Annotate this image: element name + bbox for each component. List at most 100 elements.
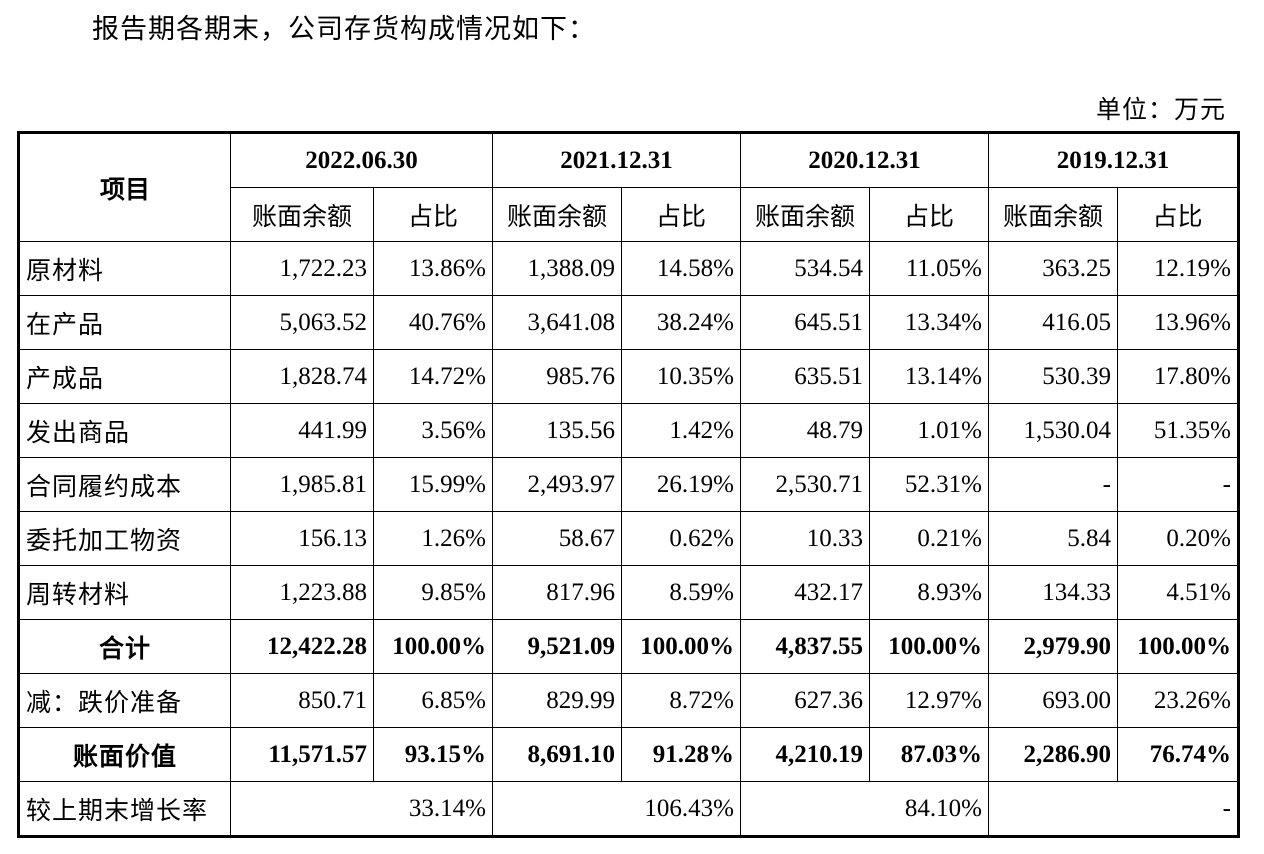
amount-cell: 850.71 — [230, 673, 374, 728]
amount-cell: 58.67 — [492, 511, 622, 566]
ratio-cell: 38.24% — [621, 295, 741, 350]
item-header: 项目 — [18, 132, 231, 242]
period-header: 2022.06.30 — [230, 132, 493, 188]
ratio-header: 占比 — [1117, 187, 1239, 242]
amount-cell: 48.79 — [740, 403, 870, 458]
ratio-cell: 14.72% — [373, 349, 493, 404]
table-row: 在产品 5,063.52 40.76% 3,641.08 38.24% 645.51 13.… — [18, 295, 1239, 350]
amount-cell: 693.00 — [988, 673, 1118, 728]
unit-label: 单位：万元 — [1095, 95, 1226, 124]
growth-value: 33.14% — [230, 781, 493, 837]
book-value-row: 账面价值 11,571.57 93.15% 8,691.10 91.28% 4,210.1… — [18, 727, 1239, 782]
amount-cell: 4,837.55 — [740, 619, 870, 674]
ratio-cell: 12.19% — [1117, 241, 1239, 296]
amount-cell: 645.51 — [740, 295, 870, 350]
amount-header: 账面余额 — [492, 187, 622, 242]
amount-cell: 1,388.09 — [492, 241, 622, 296]
row-label: 合同履约成本 — [18, 457, 231, 512]
row-label: 合计 — [18, 619, 231, 674]
amount-cell: 3,641.08 — [492, 295, 622, 350]
row-label: 委托加工物资 — [18, 511, 231, 566]
amount-cell: 5,063.52 — [230, 295, 374, 350]
row-label: 发出商品 — [18, 403, 231, 458]
amount-cell: 432.17 — [740, 565, 870, 620]
amount-cell: 627.36 — [740, 673, 870, 728]
ratio-cell: 91.28% — [621, 727, 741, 782]
amount-cell: - — [988, 457, 1118, 512]
ratio-cell: 8.59% — [621, 565, 741, 620]
amount-cell: 5.84 — [988, 511, 1118, 566]
amount-cell: 1,722.23 — [230, 241, 374, 296]
ratio-cell: 8.93% — [869, 565, 989, 620]
ratio-cell: 15.99% — [373, 457, 493, 512]
amount-cell: 2,286.90 — [988, 727, 1118, 782]
amount-cell: 2,979.90 — [988, 619, 1118, 674]
amount-cell: 817.96 — [492, 565, 622, 620]
ratio-cell: 6.85% — [373, 673, 493, 728]
table-row: 周转材料 1,223.88 9.85% 817.96 8.59% 432.17 8.93% 1… — [18, 565, 1239, 620]
ratio-cell: 23.26% — [1117, 673, 1239, 728]
data-rows: 原材料 1,722.23 13.86% 1,388.09 14.58% 534.54 11.… — [18, 241, 1239, 620]
ratio-cell: 93.15% — [373, 727, 493, 782]
amount-cell: 416.05 — [988, 295, 1118, 350]
row-label: 原材料 — [18, 241, 231, 296]
amount-header: 账面余额 — [988, 187, 1118, 242]
amount-cell: 134.33 — [988, 565, 1118, 620]
ratio-cell: 100.00% — [373, 619, 493, 674]
ratio-cell: 17.80% — [1117, 349, 1239, 404]
intro-text: 报告期各期末，公司存货构成情况如下： — [92, 14, 596, 45]
inventory-table: 项目 2022.06.30 2021.12.31 2020.12.31 2019… — [17, 131, 1240, 838]
ratio-cell: 13.96% — [1117, 295, 1239, 350]
amount-cell: 534.54 — [740, 241, 870, 296]
amount-header: 账面余额 — [740, 187, 870, 242]
amount-cell: 985.76 — [492, 349, 622, 404]
total-row: 合计 12,422.28 100.00% 9,521.09 100.00% 4,837.5… — [18, 619, 1239, 674]
ratio-cell: 100.00% — [621, 619, 741, 674]
ratio-cell: 13.34% — [869, 295, 989, 350]
row-label: 产成品 — [18, 349, 231, 404]
amount-cell: 2,493.97 — [492, 457, 622, 512]
table-row: 合同履约成本 1,985.81 15.99% 2,493.97 26.19% 2,530.… — [18, 457, 1239, 512]
amount-cell: 12,422.28 — [230, 619, 374, 674]
ratio-cell: 3.56% — [373, 403, 493, 458]
amount-cell: 829.99 — [492, 673, 622, 728]
impairment-row: 减：跌价准备 850.71 6.85% 829.99 8.72% 627.36 12.97%… — [18, 673, 1239, 728]
amount-cell: 135.56 — [492, 403, 622, 458]
ratio-cell: - — [1117, 457, 1239, 512]
ratio-cell: 9.85% — [373, 565, 493, 620]
ratio-cell: 40.76% — [373, 295, 493, 350]
ratio-header: 占比 — [621, 187, 741, 242]
amount-cell: 4,210.19 — [740, 727, 870, 782]
growth-row: 较上期末增长率 33.14% 106.43% 84.10% - — [18, 781, 1239, 837]
amount-cell: 2,530.71 — [740, 457, 870, 512]
ratio-header: 占比 — [373, 187, 493, 242]
ratio-cell: 1.01% — [869, 403, 989, 458]
amount-cell: 8,691.10 — [492, 727, 622, 782]
ratio-cell: 13.14% — [869, 349, 989, 404]
ratio-cell: 13.86% — [373, 241, 493, 296]
ratio-cell: 100.00% — [869, 619, 989, 674]
table-row: 产成品 1,828.74 14.72% 985.76 10.35% 635.51 13.14… — [18, 349, 1239, 404]
amount-cell: 441.99 — [230, 403, 374, 458]
ratio-cell: 10.35% — [621, 349, 741, 404]
amount-cell: 363.25 — [988, 241, 1118, 296]
ratio-cell: 100.00% — [1117, 619, 1239, 674]
ratio-cell: 52.31% — [869, 457, 989, 512]
growth-value: 106.43% — [492, 781, 741, 837]
amount-cell: 1,828.74 — [230, 349, 374, 404]
ratio-cell: 87.03% — [869, 727, 989, 782]
ratio-cell: 51.35% — [1117, 403, 1239, 458]
amount-cell: 1,223.88 — [230, 565, 374, 620]
amount-cell: 530.39 — [988, 349, 1118, 404]
ratio-cell: 76.74% — [1117, 727, 1239, 782]
amount-header: 账面余额 — [230, 187, 374, 242]
period-header: 2019.12.31 — [988, 132, 1239, 188]
period-header: 2020.12.31 — [740, 132, 989, 188]
ratio-cell: 1.26% — [373, 511, 493, 566]
ratio-cell: 8.72% — [621, 673, 741, 728]
growth-value: - — [988, 781, 1239, 837]
row-label: 较上期末增长率 — [18, 781, 231, 837]
ratio-cell: 4.51% — [1117, 565, 1239, 620]
ratio-cell: 0.62% — [621, 511, 741, 566]
ratio-cell: 0.20% — [1117, 511, 1239, 566]
